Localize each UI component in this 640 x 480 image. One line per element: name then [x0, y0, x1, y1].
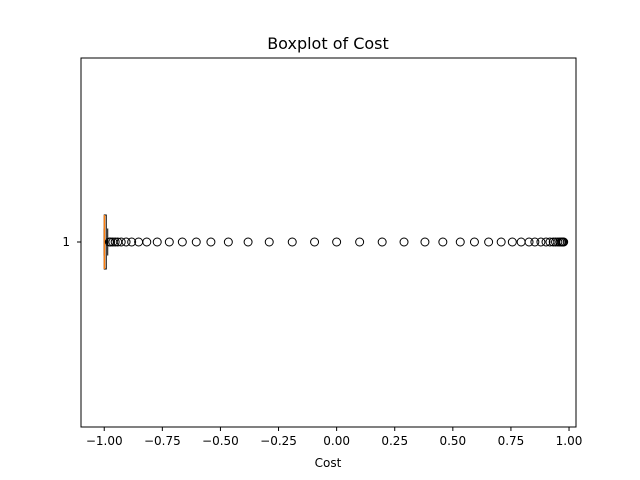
x-axis-label: Cost: [315, 456, 342, 470]
outlier-point: [455, 237, 465, 247]
outlier-point: [264, 237, 274, 247]
x-tick-label: −0.50: [202, 434, 239, 448]
y-tick-label: 1: [62, 235, 70, 249]
outlier-point: [438, 237, 448, 247]
outlier-point: [399, 237, 409, 247]
outlier-point: [177, 237, 187, 247]
outlier-point: [332, 237, 342, 247]
outlier-point: [530, 237, 540, 247]
outlier-point: [524, 237, 534, 247]
outlier-point: [469, 237, 479, 247]
outlier-point: [377, 237, 387, 247]
x-tick-label: 0.75: [498, 434, 525, 448]
x-tick-label: −1.00: [86, 434, 123, 448]
x-tick-label: −0.25: [260, 434, 297, 448]
outlier-point: [541, 237, 551, 247]
outlier-point: [484, 237, 494, 247]
outlier-point: [127, 237, 137, 247]
outlier-point: [106, 237, 116, 247]
chart-title: Boxplot of Cost: [267, 34, 389, 53]
outlier-point: [507, 237, 517, 247]
outlier-point: [206, 237, 216, 247]
outlier-point: [152, 237, 162, 247]
x-tick-label: 0.50: [439, 434, 466, 448]
x-tick-label: 1.00: [556, 434, 583, 448]
box-series: [103, 214, 109, 270]
x-tick-label: 0.25: [381, 434, 408, 448]
outlier-point: [496, 237, 506, 247]
x-tick-label: −0.75: [144, 434, 181, 448]
outlier-point: [116, 237, 126, 247]
outlier-point: [110, 237, 120, 247]
outlier-point: [355, 237, 365, 247]
outlier-point: [223, 237, 233, 247]
outlier-point: [559, 237, 569, 247]
outlier-point: [121, 237, 131, 247]
outlier-point: [536, 237, 546, 247]
y-axis: 1: [62, 235, 81, 249]
outlier-point: [142, 237, 152, 247]
x-axis: −1.00 −0.75 −0.50 −0.25 0.00 0.25 0.50 0.75 1.00: [86, 427, 583, 448]
outlier-point: [287, 237, 297, 247]
outlier-point: [191, 237, 201, 247]
x-tick-label: 0.00: [323, 434, 350, 448]
outlier-point: [164, 237, 174, 247]
outlier-point: [243, 237, 253, 247]
outlier-series: [104, 237, 569, 247]
outlier-point: [310, 237, 320, 247]
outlier-point: [420, 237, 430, 247]
